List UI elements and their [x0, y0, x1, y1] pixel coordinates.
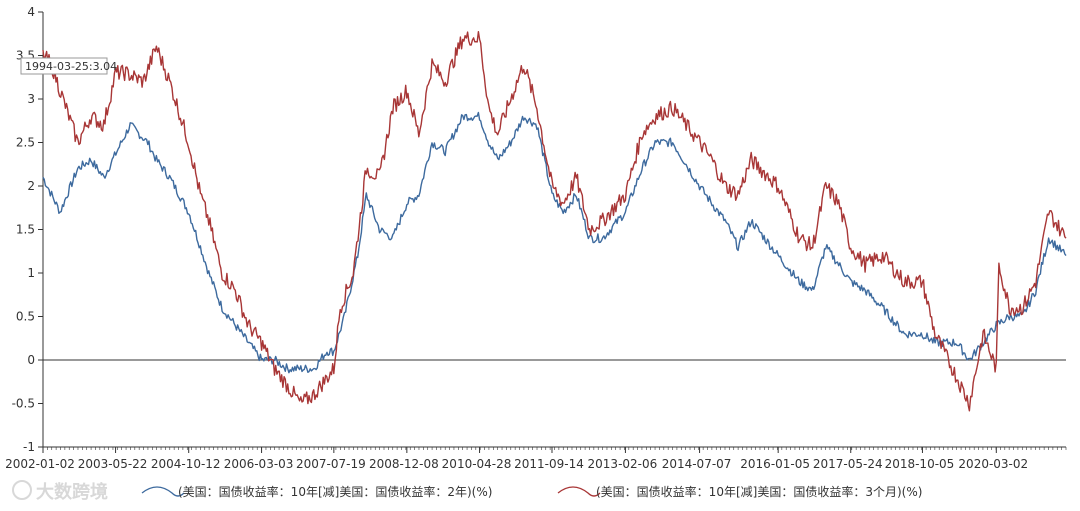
watermark-logo-icon: [12, 480, 32, 500]
x-tick-label: 2008-12-08: [369, 457, 439, 471]
series-line-spread-10y-3m: [42, 31, 1067, 412]
legend-label-spread-10y-3m: (美国：国债收益率：10年[减]美国：国债收益率：3个月)(%): [596, 484, 922, 499]
tooltip: 1994-03-25:3.04: [20, 57, 117, 75]
tooltip-box: [20, 57, 108, 75]
y-tick-label: 4: [27, 5, 35, 19]
y-axis: -1-0.500.511.522.533.54: [12, 5, 44, 454]
legend-swatch-spread-10y-3m: [557, 486, 601, 497]
x-tick-label: 2002-01-02: [5, 457, 75, 471]
x-tick-label: 2003-05-22: [78, 457, 148, 471]
x-tick-label: 2018-10-05: [885, 457, 955, 471]
y-tick-label: 0: [27, 353, 35, 367]
y-tick-label: 3: [27, 92, 35, 106]
y-tick-label: 1.5: [16, 223, 35, 237]
series-lines: [42, 31, 1067, 412]
watermark-text: 大数跨境: [36, 481, 108, 503]
watermark: 大数跨境: [12, 480, 108, 503]
x-tick-label: 2004-10-12: [151, 457, 221, 471]
x-tick-label: 2011-09-14: [514, 457, 584, 471]
y-tick-label: 2: [27, 179, 35, 193]
x-tick-label: 2013-02-06: [588, 457, 658, 471]
x-tick-label: 2020-03-02: [958, 457, 1028, 471]
x-tick-label: 2007-07-19: [296, 457, 366, 471]
x-tick-label: 2010-04-28: [442, 457, 512, 471]
x-tick-label: 2017-05-24: [813, 457, 883, 471]
tooltip-text: 1994-03-25:3.04: [25, 60, 117, 73]
x-tick-label: 2014-07-07: [662, 457, 732, 471]
y-tick-label: 1: [27, 266, 35, 280]
y-tick-label: 0.5: [16, 310, 35, 324]
y-tick-label: -0.5: [12, 397, 35, 411]
x-axis: 2002-01-02 2003-05-22 2004-10-12 2006-03-03…: [5, 446, 1067, 471]
y-tick-label: -1: [23, 440, 35, 454]
x-tick-label: 2006-03-03: [224, 457, 294, 471]
legend-label-spread-10y-2y: (美国：国债收益率：10年[减]美国：国债收益率：2年)(%): [178, 484, 492, 499]
legend-swatch-spread-10y-2y: [141, 486, 185, 497]
series-line-spread-10y-2y: [42, 111, 1067, 374]
x-tick-label: 2016-01-05: [740, 457, 810, 471]
legend: (美国：国债收益率：10年[减]美国：国债收益率：2年)(%) (美国：国债收益…: [141, 484, 922, 499]
y-tick-label: 2.5: [16, 136, 35, 150]
